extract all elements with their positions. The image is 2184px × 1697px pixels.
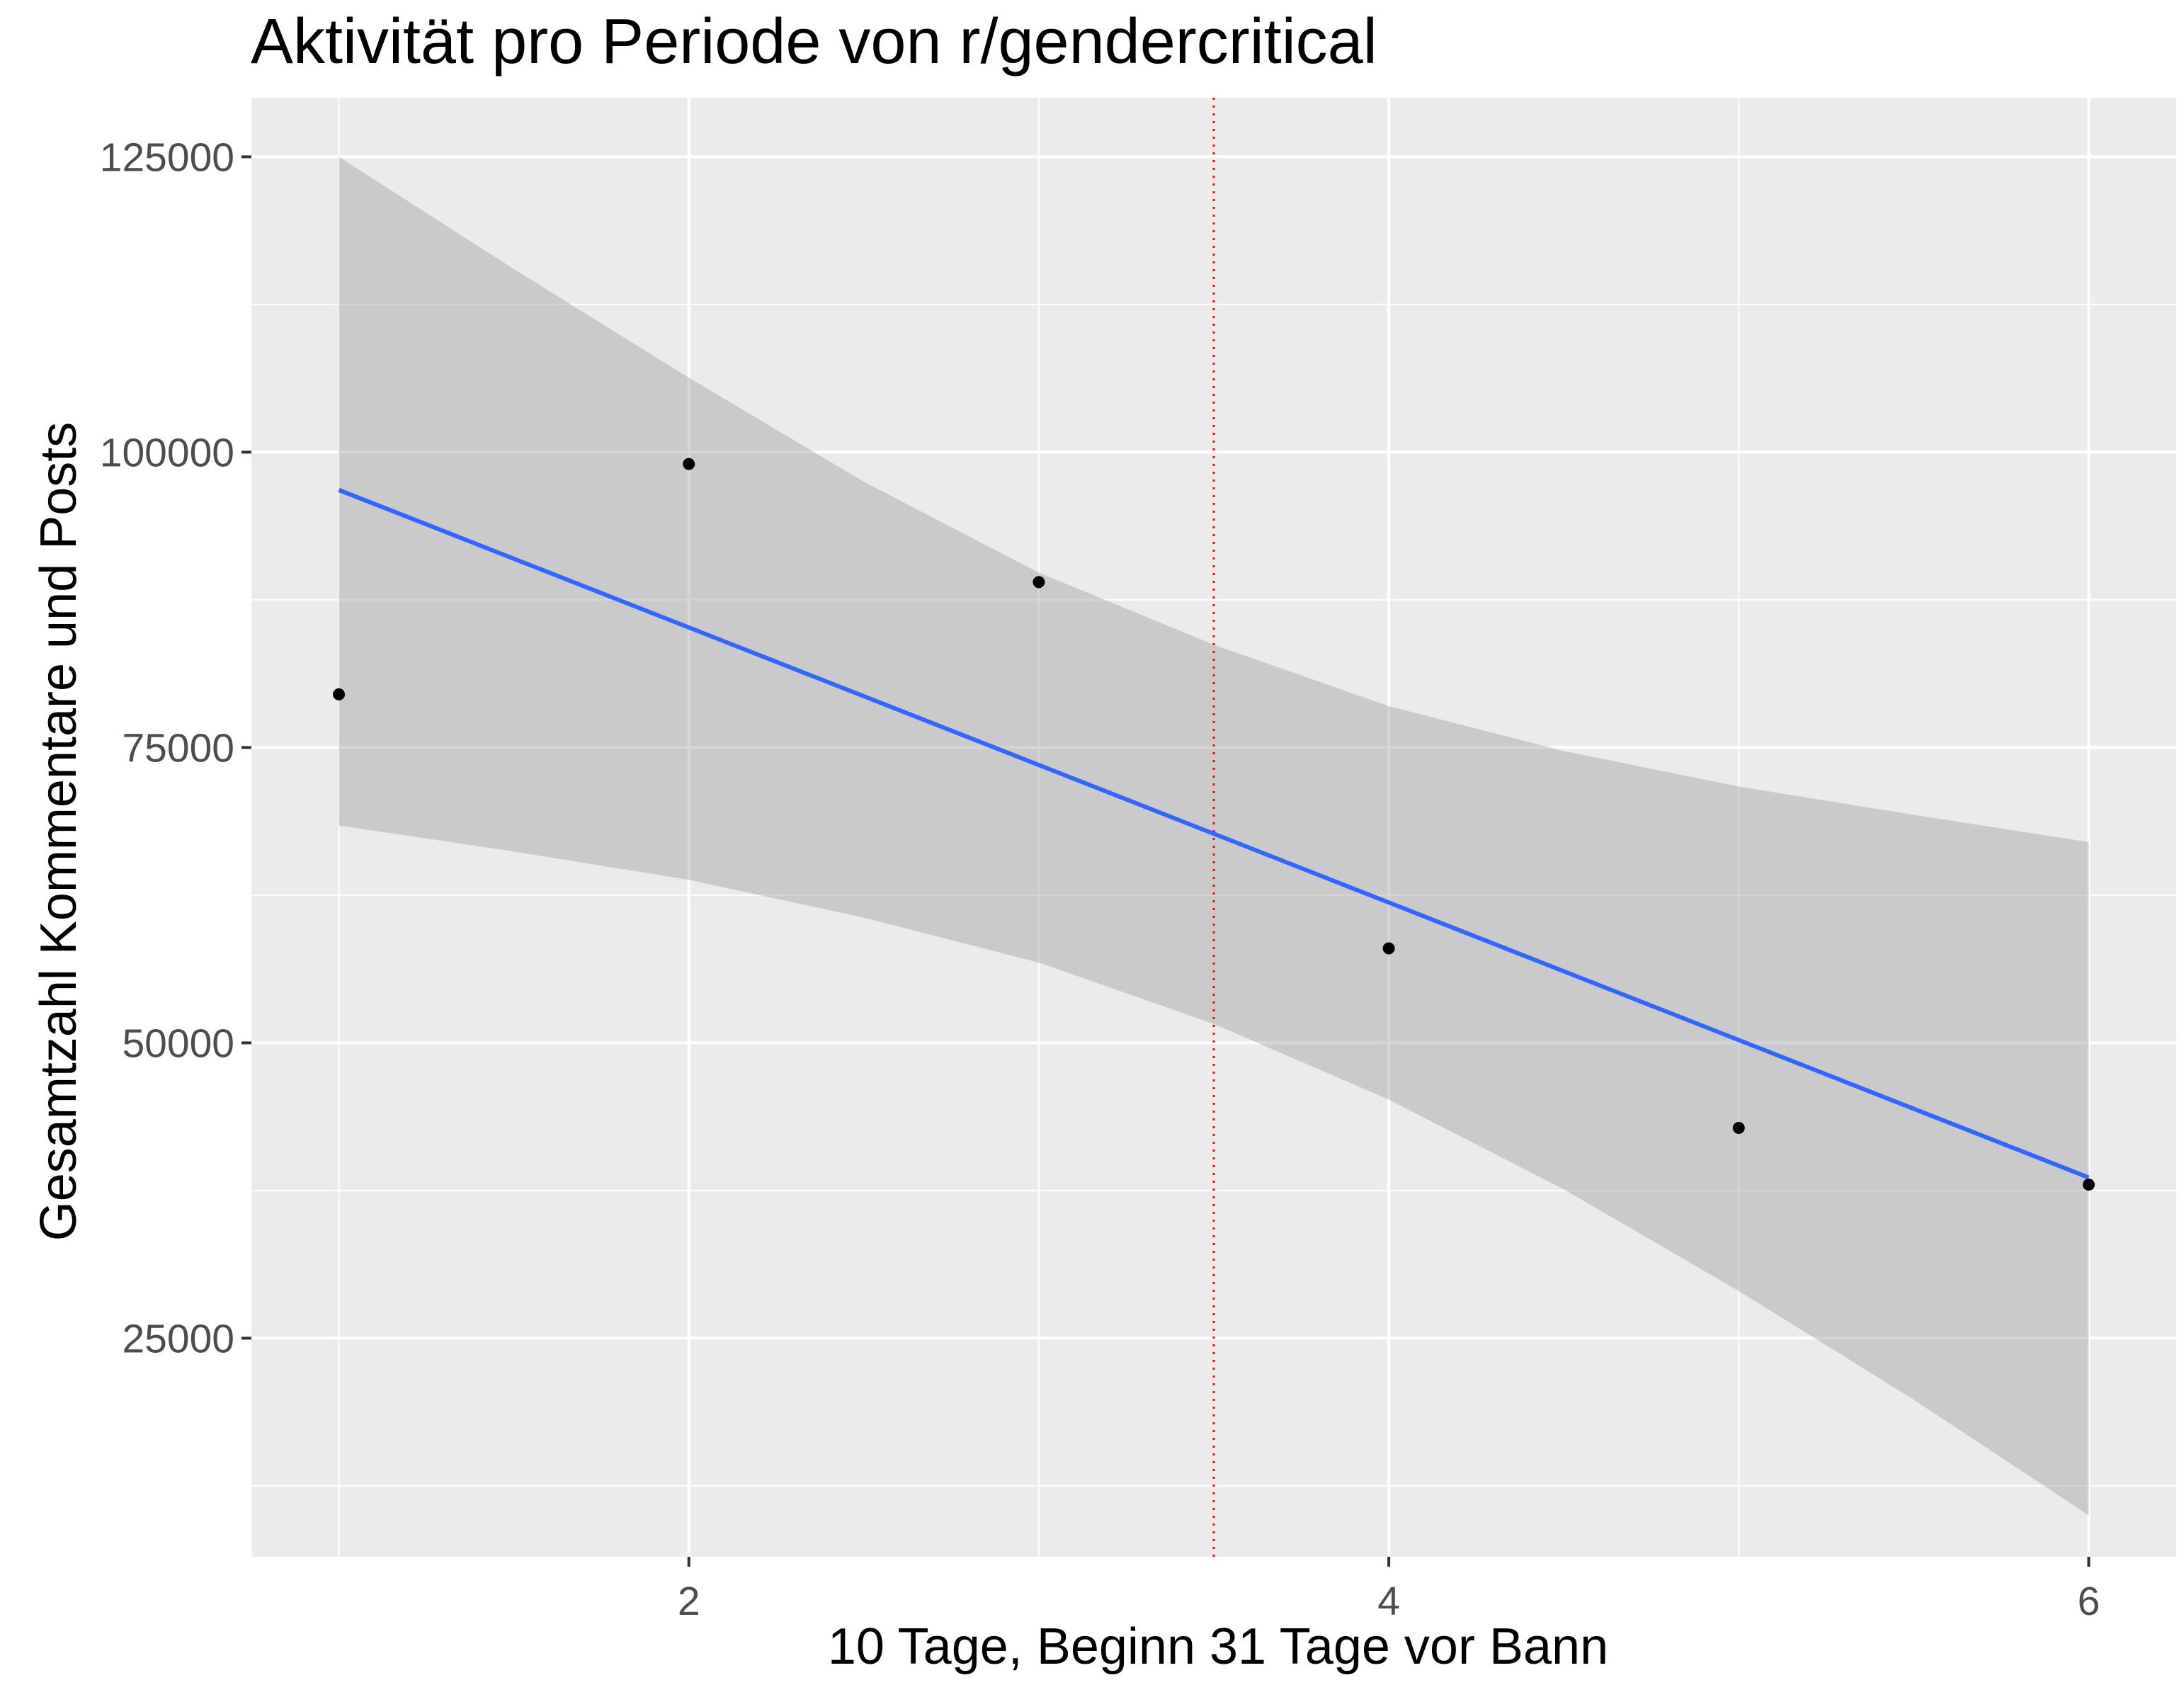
- y-tick-label: 50000: [122, 1021, 234, 1066]
- confidence-band: [339, 157, 2089, 1516]
- points-layer: [333, 458, 2095, 1191]
- x-tick-label: 4: [1377, 1579, 1400, 1624]
- x-tick-label: 2: [678, 1579, 700, 1624]
- axes-layer: 2 4 6 25000 50000 75000 100000 125000: [100, 135, 2100, 1624]
- data-point: [1382, 942, 1395, 955]
- y-tick-label: 75000: [122, 725, 234, 771]
- data-point: [2082, 1179, 2095, 1191]
- minor-gridlines: [251, 98, 2176, 1557]
- x-tick-label: 6: [2078, 1579, 2100, 1624]
- data-point: [1033, 576, 1045, 589]
- y-tick-label: 125000: [100, 135, 234, 180]
- data-point: [1732, 1122, 1745, 1135]
- data-point: [683, 458, 695, 470]
- regression-line: [338, 487, 2090, 1180]
- data-point: [333, 688, 346, 700]
- x-axis-label: 10 Tage, Beginn 31 Tage vor Bann: [827, 1618, 1609, 1675]
- y-axis-label: Gesamtzahl Kommentare und Posts: [30, 421, 87, 1242]
- y-tick-label: 25000: [122, 1316, 234, 1361]
- chart-title: Aktivität pro Periode von r/gendercritic…: [251, 6, 1377, 77]
- confidence-band-layer: [339, 157, 2089, 1516]
- y-tick-label: 100000: [100, 430, 234, 475]
- regression-line-layer: [338, 487, 2090, 1180]
